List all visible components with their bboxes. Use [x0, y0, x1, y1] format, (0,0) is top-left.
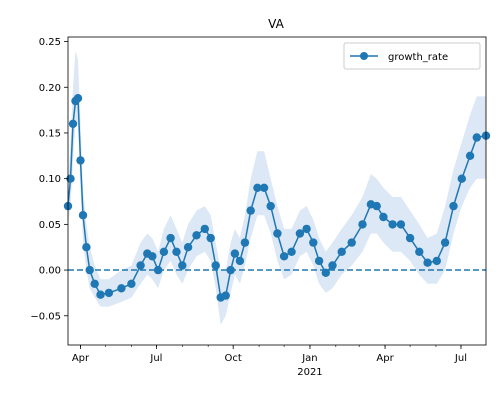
data-point [472, 133, 481, 142]
data-point [117, 284, 126, 293]
data-point [457, 174, 466, 183]
data-point [423, 258, 432, 267]
x-tick-label: Oct [225, 353, 242, 364]
data-point [246, 206, 255, 215]
data-point [200, 224, 209, 234]
data-point [127, 279, 136, 288]
data-point [396, 220, 406, 229]
y-tick-label: −0.05 [30, 311, 61, 322]
y-tick-label: 0.10 [39, 174, 61, 185]
data-point [78, 211, 88, 220]
data-point [440, 238, 450, 247]
data-point [85, 265, 94, 275]
data-point [337, 247, 346, 256]
data-point [104, 288, 114, 298]
data-point [206, 233, 215, 243]
data-point [183, 243, 193, 252]
y-axis: −0.05 0.00 0.05 0.10 0.15 0.20 0.25 [30, 37, 68, 322]
data-point [230, 249, 240, 258]
data-point [328, 261, 337, 270]
data-point [432, 256, 441, 266]
data-point [302, 224, 311, 234]
legend-label-growth-rate: growth_rate [388, 52, 448, 63]
confidence-band-layer [68, 50, 486, 325]
y-tick-label: 0.00 [39, 266, 61, 277]
chart-title: VA [268, 17, 284, 31]
data-point [226, 265, 235, 275]
data-point [90, 279, 99, 288]
data-point [314, 256, 324, 266]
data-point [415, 247, 424, 256]
data-point [73, 94, 83, 103]
data-point [96, 290, 105, 299]
data-point [166, 233, 175, 243]
data-point [465, 151, 475, 160]
data-point [259, 183, 269, 192]
data-point [273, 229, 282, 238]
data-point [159, 247, 169, 256]
data-point [235, 256, 245, 266]
y-tick-label: 0.20 [39, 83, 61, 94]
data-point [192, 231, 201, 240]
data-point [347, 238, 356, 247]
data-point [321, 268, 330, 277]
y-tick-label: 0.15 [39, 128, 61, 139]
data-point [240, 238, 250, 247]
x-tick-label: Apr [376, 353, 394, 364]
x-year-label: 2021 [297, 367, 322, 378]
data-point [221, 291, 230, 300]
data-point [76, 156, 85, 165]
data-point [279, 252, 289, 261]
data-point [295, 229, 305, 238]
data-point [136, 261, 145, 270]
x-tick-label: Apr [72, 353, 90, 364]
y-tick-label: 0.05 [39, 220, 61, 231]
plot-area-frame [67, 36, 487, 346]
x-axis: Apr Jul Oct Jan 2021 Apr Jul [72, 345, 467, 378]
x-tick-label: Jan [301, 353, 317, 364]
data-point [178, 261, 187, 270]
data-point [82, 243, 91, 252]
data-point [172, 247, 181, 256]
legend-box [343, 42, 481, 70]
data-point [372, 201, 381, 211]
data-point [358, 220, 367, 229]
data-point [211, 261, 220, 270]
data-point [148, 252, 157, 261]
confidence-band [68, 50, 486, 325]
data-point [266, 201, 275, 211]
legend: growth_rate [343, 42, 481, 70]
x-tick-label: Jul [149, 353, 162, 364]
data-point [388, 220, 397, 229]
series-layer [63, 94, 491, 302]
data-point [253, 183, 262, 192]
data-point [309, 238, 318, 247]
legend-marker-icon [360, 52, 368, 60]
x-tick-label: Jul [454, 353, 467, 364]
data-point [153, 265, 163, 275]
data-point [405, 233, 415, 243]
data-point [449, 201, 458, 211]
data-point [379, 212, 388, 222]
y-tick-label: 0.25 [39, 37, 61, 48]
data-point [287, 247, 296, 256]
data-point [68, 119, 78, 128]
